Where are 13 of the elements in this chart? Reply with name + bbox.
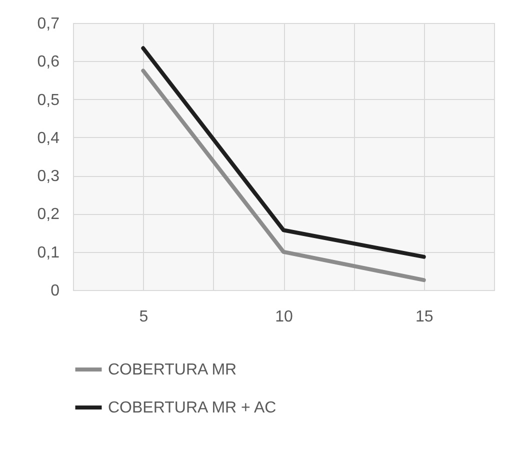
y-tick-label: 0,6 [37, 54, 60, 71]
legend-label: COBERTURA MR [108, 362, 237, 378]
x-tick-label: 15 [415, 308, 434, 326]
y-tick-label: 0,2 [37, 206, 60, 224]
y-tick-label: 0,4 [37, 130, 60, 147]
x-tick-label: 10 [275, 308, 293, 326]
y-tick-label: 0,7 [37, 16, 60, 32]
legend-label: COBERTURA MR + AC [108, 400, 276, 416]
y-tick-label: 0,1 [37, 244, 60, 262]
y-tick-label: 0,5 [37, 92, 60, 109]
y-tick-label: 0 [50, 282, 60, 300]
x-tick-label: 5 [139, 308, 148, 326]
y-tick-label: 0,3 [37, 168, 60, 186]
